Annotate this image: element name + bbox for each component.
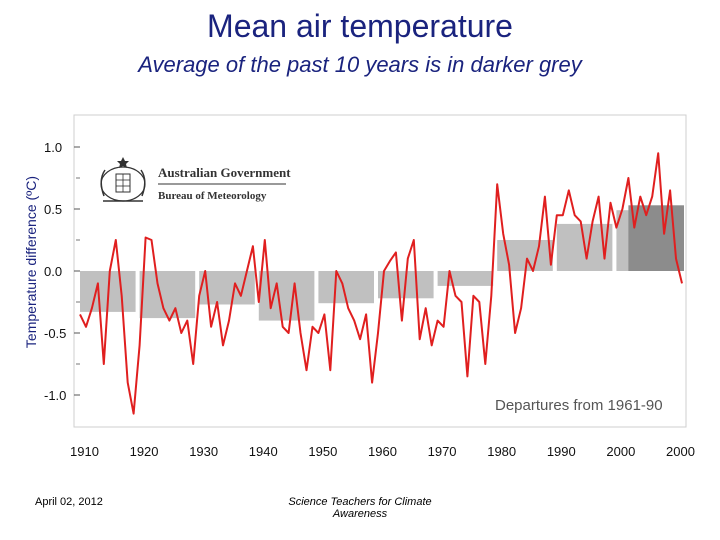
footer-date: April 02, 2012 (35, 496, 103, 508)
chart-title: Mean air temperature (207, 8, 513, 44)
y-tick-label: 0.0 (44, 264, 62, 279)
bom-logo: Australian Government Bureau of Meteorol… (100, 157, 291, 202)
x-tick-label: 1950 (308, 444, 337, 459)
x-tick-label: 1910 (70, 444, 99, 459)
axis-ticks: 1.0 0.5 0.0 -0.5 -1.0 1910 1920 1930 1940 1950 196… (44, 140, 695, 459)
temperature-series-line (79, 152, 683, 415)
departures-annotation: Departures from 1961-90 (495, 397, 663, 414)
decadal-bars (80, 205, 684, 321)
logo-line-2: Bureau of Meteorology (158, 190, 267, 202)
y-axis-label: Temperature difference (ºC) (23, 176, 39, 348)
x-tick-label: 1940 (249, 444, 278, 459)
x-tick-label: 2000 (606, 444, 635, 459)
y-tick-label: 1.0 (44, 140, 62, 155)
decade-bar-1920 (139, 271, 196, 319)
x-tick-label: 1990 (547, 444, 576, 459)
logo-line-1: Australian Government (158, 165, 291, 180)
x-tick-label: 1980 (487, 444, 516, 459)
decade-bar-1970 (437, 271, 494, 286)
y-tick-label: -1.0 (44, 388, 66, 403)
chart-subtitle: Average of the past 10 years is in darke… (138, 52, 582, 77)
x-tick-label: 1960 (368, 444, 397, 459)
footer-source: Science Teachers for Climate Awareness (288, 496, 432, 520)
x-tick-label: 1930 (189, 444, 218, 459)
x-tick-label: 1970 (428, 444, 457, 459)
y-tick-label: -0.5 (44, 326, 66, 341)
coat-of-arms-icon (100, 157, 146, 202)
y-tick-label: 0.5 (44, 202, 62, 217)
x-tick-label: 2000 (666, 444, 695, 459)
x-tick-label: 1920 (130, 444, 159, 459)
